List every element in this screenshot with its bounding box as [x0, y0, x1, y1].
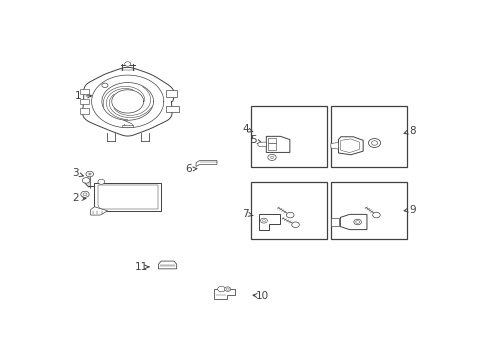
Text: 6: 6: [185, 164, 192, 174]
Polygon shape: [341, 139, 360, 153]
Polygon shape: [158, 261, 177, 269]
Text: 8: 8: [409, 126, 416, 135]
Text: 10: 10: [256, 291, 269, 301]
Text: 9: 9: [409, 204, 416, 215]
Circle shape: [102, 83, 108, 87]
Bar: [268, 143, 276, 150]
Circle shape: [261, 218, 268, 223]
Polygon shape: [166, 90, 177, 97]
Polygon shape: [267, 136, 290, 152]
Bar: [251, 105, 327, 167]
Circle shape: [292, 222, 299, 228]
Text: 5: 5: [250, 135, 256, 145]
Bar: [80, 89, 89, 94]
Text: 3: 3: [73, 168, 79, 179]
Polygon shape: [339, 137, 363, 155]
Circle shape: [98, 179, 105, 184]
Bar: [331, 182, 407, 239]
Bar: [331, 105, 407, 167]
Circle shape: [226, 288, 229, 290]
Circle shape: [81, 191, 89, 197]
Polygon shape: [196, 161, 217, 167]
Polygon shape: [166, 105, 179, 112]
Circle shape: [86, 171, 94, 177]
Bar: [122, 125, 133, 127]
Bar: [80, 108, 89, 114]
Circle shape: [356, 221, 360, 223]
Text: 11: 11: [134, 262, 147, 272]
Polygon shape: [98, 185, 158, 209]
Circle shape: [287, 212, 294, 218]
Text: 1: 1: [75, 91, 82, 101]
Text: 7: 7: [242, 209, 249, 219]
Circle shape: [218, 286, 225, 292]
Polygon shape: [95, 183, 161, 211]
Circle shape: [83, 193, 87, 196]
Circle shape: [371, 141, 378, 145]
Text: 2: 2: [73, 193, 79, 203]
Circle shape: [224, 287, 231, 291]
Bar: [80, 99, 89, 104]
Circle shape: [368, 139, 381, 148]
Circle shape: [354, 219, 362, 225]
Polygon shape: [258, 142, 267, 147]
Bar: [268, 138, 276, 143]
Polygon shape: [91, 207, 108, 215]
Polygon shape: [341, 214, 367, 230]
Circle shape: [82, 177, 90, 183]
Circle shape: [270, 156, 273, 158]
Circle shape: [124, 62, 131, 66]
Circle shape: [268, 154, 276, 161]
Circle shape: [263, 220, 266, 222]
Bar: [251, 182, 327, 239]
Text: 4: 4: [242, 124, 249, 134]
Polygon shape: [259, 214, 280, 230]
Circle shape: [372, 212, 380, 218]
Polygon shape: [331, 143, 339, 149]
Bar: [331, 219, 339, 226]
Polygon shape: [214, 289, 235, 299]
